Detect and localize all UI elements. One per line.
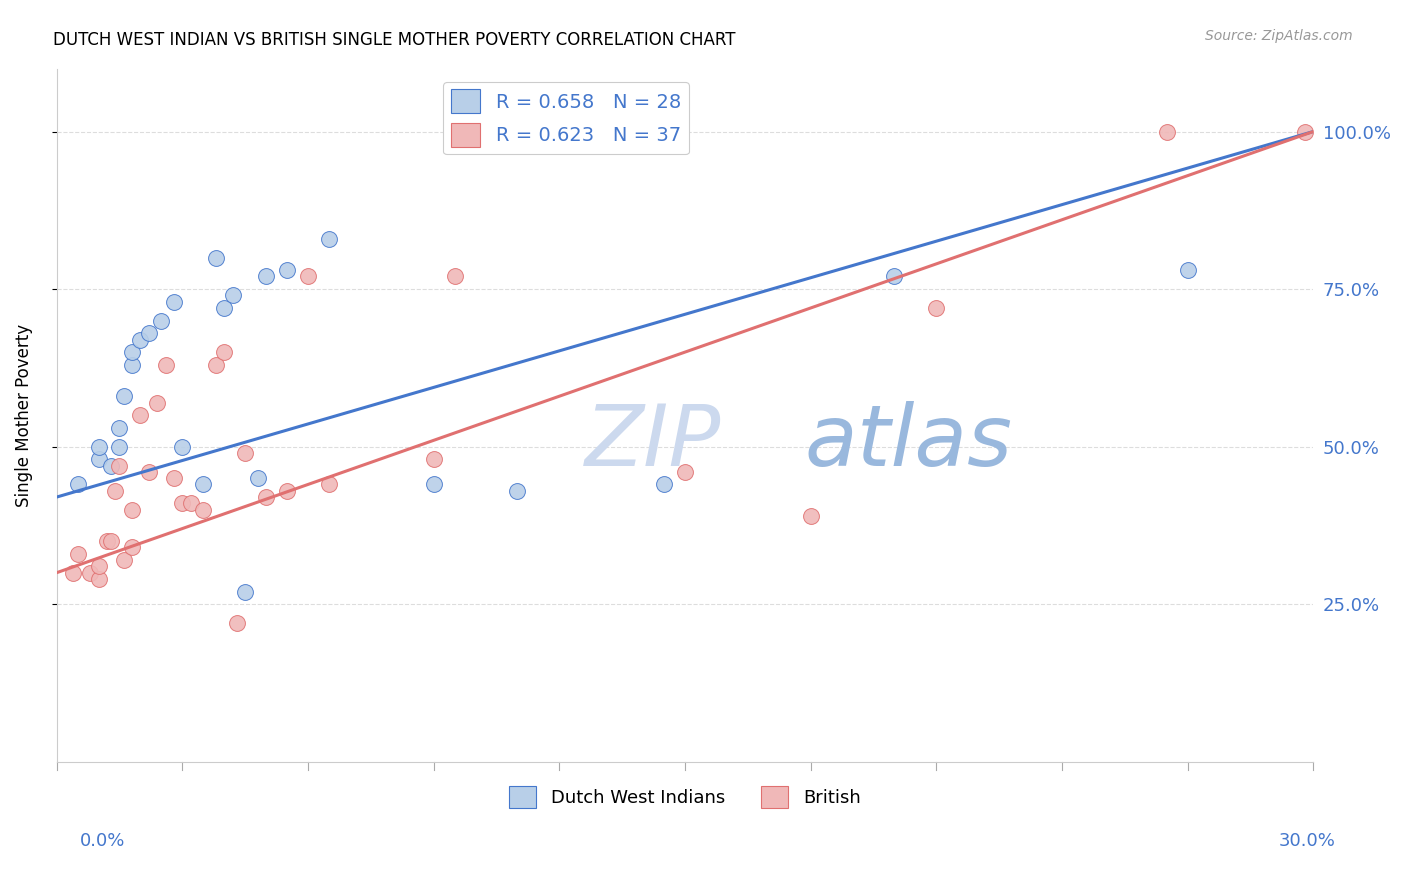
Point	[138, 465, 160, 479]
Point	[318, 477, 340, 491]
Point	[79, 566, 101, 580]
Text: 30.0%: 30.0%	[1279, 832, 1336, 850]
Point	[66, 477, 89, 491]
Point	[548, 124, 571, 138]
Point	[112, 553, 135, 567]
Point	[422, 452, 444, 467]
Point	[129, 408, 152, 422]
Text: Source: ZipAtlas.com: Source: ZipAtlas.com	[1205, 29, 1353, 43]
Text: 0.0%: 0.0%	[80, 832, 125, 850]
Y-axis label: Single Mother Poverty: Single Mother Poverty	[15, 324, 32, 507]
Point	[225, 616, 247, 631]
Point	[62, 566, 84, 580]
Point	[87, 559, 110, 574]
Point	[276, 263, 298, 277]
Point	[204, 251, 226, 265]
Point	[276, 483, 298, 498]
Point	[673, 465, 696, 479]
Point	[233, 446, 256, 460]
Point	[129, 333, 152, 347]
Point	[422, 477, 444, 491]
Point	[146, 395, 169, 409]
Legend: Dutch West Indians, British: Dutch West Indians, British	[502, 779, 868, 815]
Point	[66, 547, 89, 561]
Point	[506, 483, 529, 498]
Point	[527, 124, 550, 138]
Point	[180, 496, 202, 510]
Point	[233, 584, 256, 599]
Point	[87, 452, 110, 467]
Point	[100, 534, 122, 549]
Point	[121, 541, 143, 555]
Point	[100, 458, 122, 473]
Point	[163, 294, 186, 309]
Point	[108, 421, 131, 435]
Point	[1294, 124, 1316, 138]
Point	[212, 301, 235, 315]
Text: ZIP: ZIP	[585, 401, 721, 484]
Point	[1177, 263, 1199, 277]
Point	[121, 502, 143, 516]
Point	[254, 269, 277, 284]
Point	[172, 496, 194, 510]
Point	[172, 440, 194, 454]
Point	[155, 358, 177, 372]
Text: DUTCH WEST INDIAN VS BRITISH SINGLE MOTHER POVERTY CORRELATION CHART: DUTCH WEST INDIAN VS BRITISH SINGLE MOTH…	[53, 31, 735, 49]
Point	[108, 458, 131, 473]
Point	[254, 490, 277, 504]
Point	[212, 345, 235, 359]
Point	[163, 471, 186, 485]
Point	[121, 358, 143, 372]
Point	[112, 389, 135, 403]
Point	[204, 358, 226, 372]
Text: atlas: atlas	[804, 401, 1012, 484]
Point	[443, 269, 465, 284]
Point	[87, 440, 110, 454]
Point	[318, 232, 340, 246]
Point	[104, 483, 127, 498]
Point	[1156, 124, 1178, 138]
Point	[800, 508, 823, 523]
Point	[87, 572, 110, 586]
Point	[883, 269, 905, 284]
Point	[652, 477, 675, 491]
Point	[108, 440, 131, 454]
Point	[96, 534, 118, 549]
Point	[246, 471, 269, 485]
Point	[193, 477, 215, 491]
Point	[925, 301, 948, 315]
Point	[193, 502, 215, 516]
Point	[150, 313, 173, 327]
Point	[221, 288, 243, 302]
Point	[121, 345, 143, 359]
Point	[138, 326, 160, 341]
Point	[297, 269, 319, 284]
